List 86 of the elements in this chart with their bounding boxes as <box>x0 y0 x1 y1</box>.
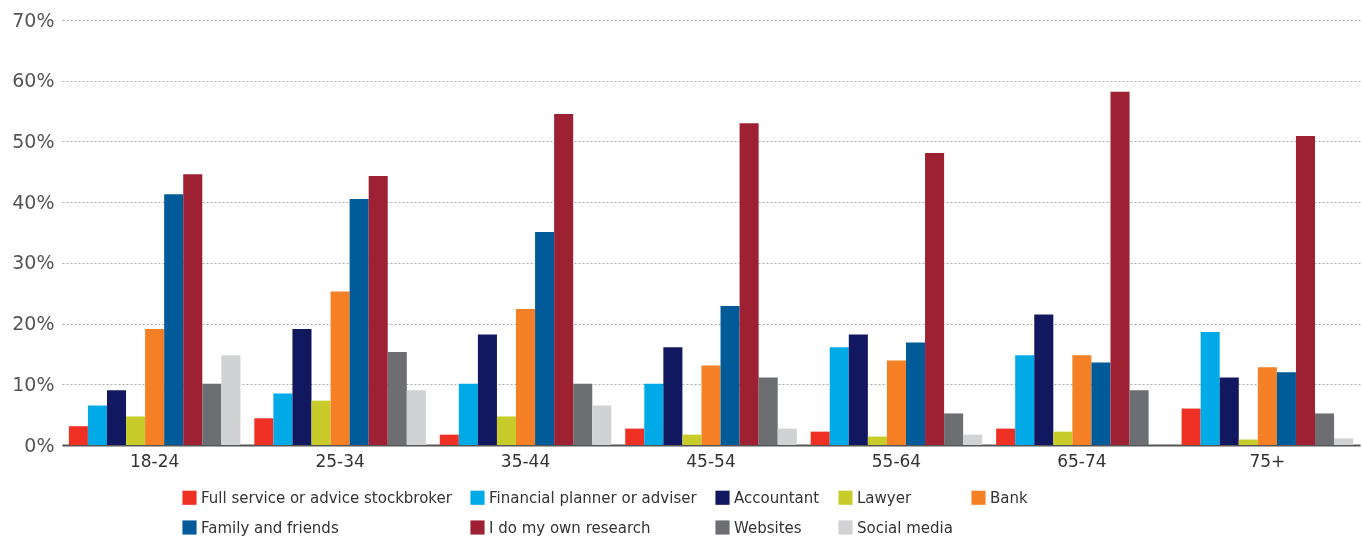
bar <box>1110 91 1130 445</box>
bar <box>406 390 426 445</box>
bar <box>1276 372 1296 445</box>
bar <box>1034 314 1054 445</box>
bar <box>925 152 945 445</box>
bar <box>1257 367 1277 445</box>
bar <box>663 347 683 445</box>
legend-label: Bank <box>990 488 1028 507</box>
bar <box>202 383 222 445</box>
bar <box>1200 332 1220 445</box>
bar <box>592 405 612 445</box>
bar <box>829 347 849 445</box>
bar <box>183 174 203 445</box>
bar <box>625 428 645 445</box>
legend-label: Lawyer <box>857 488 912 507</box>
bar <box>535 231 555 445</box>
bar <box>106 390 127 445</box>
bar <box>905 342 926 445</box>
bar <box>1015 355 1035 445</box>
bar <box>68 426 88 445</box>
bar <box>1181 408 1201 445</box>
bar <box>387 352 407 445</box>
legend-label: Social media <box>857 518 953 537</box>
y-tick-label: 20% <box>12 312 55 335</box>
bar <box>1238 439 1258 445</box>
bar <box>368 176 388 445</box>
bar <box>254 418 274 445</box>
bar <box>221 355 241 445</box>
bar <box>311 400 331 445</box>
bar <box>848 334 868 445</box>
y-tick-label: 50% <box>12 129 55 152</box>
x-tick-label: 75+ <box>1249 450 1286 471</box>
bar <box>516 309 536 445</box>
bar <box>996 428 1016 445</box>
bar <box>477 334 497 445</box>
bar <box>349 199 369 445</box>
x-tick-label: 45-54 <box>686 450 736 471</box>
legend-label: Websites <box>734 518 802 537</box>
bar <box>867 436 887 445</box>
y-tick-label: 30% <box>12 251 55 274</box>
bar <box>496 416 517 445</box>
x-tick-label: 18-24 <box>129 450 180 471</box>
y-tick-label: 0% <box>24 433 55 456</box>
legend-label: Financial planner or adviser <box>489 488 698 507</box>
bar <box>573 383 593 445</box>
bar <box>1129 390 1149 445</box>
bar <box>810 431 830 445</box>
legend-label: I do my own research <box>489 518 651 537</box>
bar <box>739 123 759 445</box>
bar <box>1091 362 1111 445</box>
bar <box>644 383 664 445</box>
bar <box>1295 135 1316 445</box>
legend-label: Family and friends <box>201 518 339 537</box>
x-tick-label: 65-74 <box>1057 450 1107 471</box>
bar <box>777 428 797 445</box>
bar <box>1053 431 1073 445</box>
legend-label: Accountant <box>734 488 820 507</box>
legend-label: Full service or advice stockbroker <box>201 488 453 507</box>
bar <box>963 434 983 445</box>
bar <box>682 434 702 445</box>
bar <box>944 413 964 445</box>
bar <box>554 114 574 445</box>
bar <box>1219 377 1239 445</box>
y-tick-label: 10% <box>12 372 55 395</box>
bar <box>720 305 740 445</box>
bar <box>126 416 146 445</box>
bar <box>1334 438 1354 445</box>
x-tick-label: 35-44 <box>500 450 551 471</box>
bar <box>87 405 107 445</box>
y-tick-label: 40% <box>12 190 55 213</box>
x-tick-label: 55-64 <box>871 450 922 471</box>
bar <box>164 194 184 445</box>
bar <box>330 291 350 445</box>
y-tick-label: 70% <box>12 8 55 31</box>
bar <box>1072 355 1092 445</box>
bar <box>886 360 906 445</box>
bar <box>145 329 165 445</box>
bar <box>1315 413 1335 445</box>
bar <box>292 329 312 445</box>
bar <box>458 383 478 445</box>
bar <box>758 377 778 445</box>
y-tick-label: 60% <box>12 69 55 92</box>
x-tick-label: 25-34 <box>315 450 365 471</box>
bar <box>273 393 293 445</box>
bar <box>701 365 721 445</box>
bar <box>439 434 459 445</box>
